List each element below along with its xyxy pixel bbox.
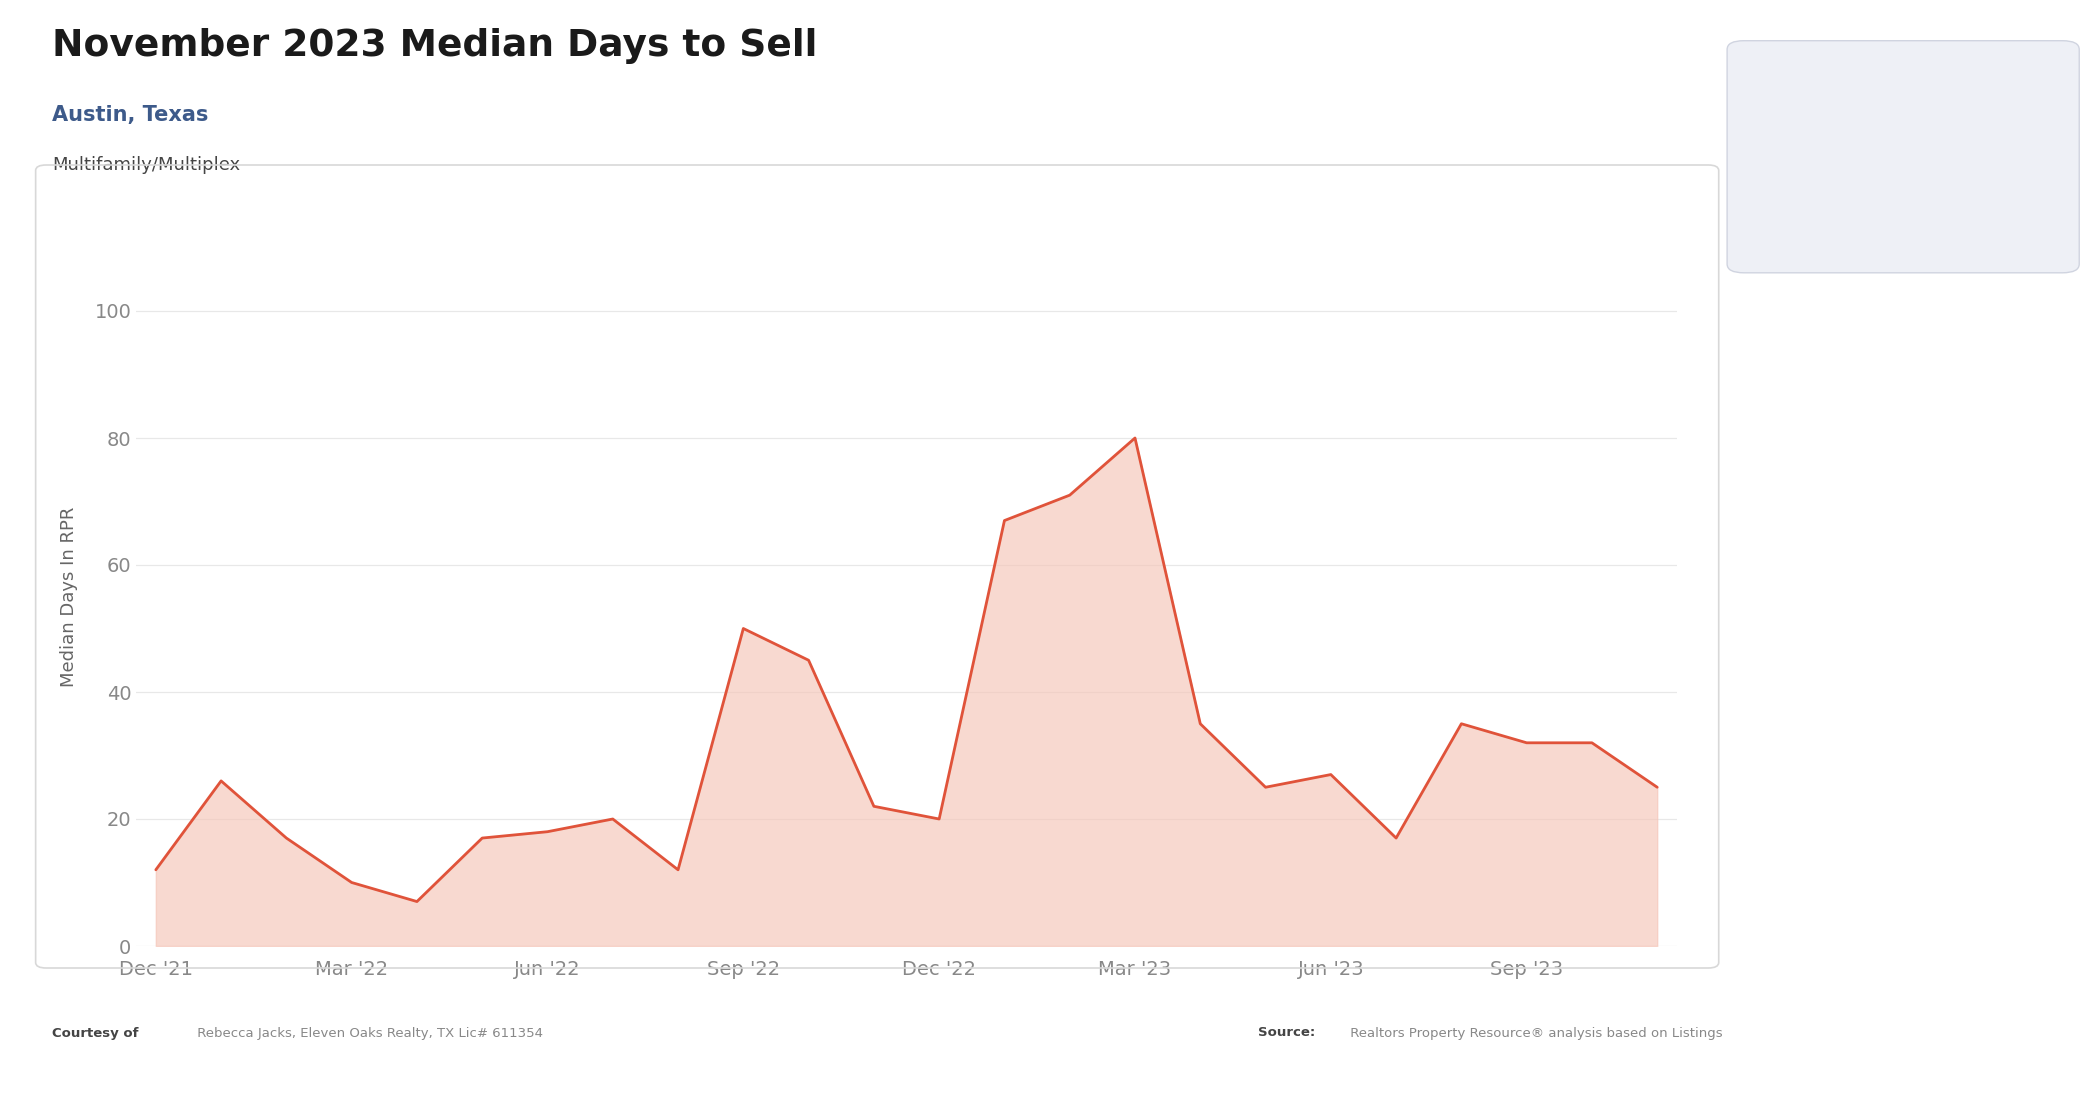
- Text: 25: 25: [1769, 121, 1834, 166]
- Y-axis label: Median Days In RPR: Median Days In RPR: [61, 507, 78, 686]
- Text: ↓: ↓: [1767, 213, 1782, 232]
- Text: November 2023 Median Days to Sell: November 2023 Median Days to Sell: [52, 28, 817, 64]
- Text: Rebecca Jacks, Eleven Oaks Realty, TX Lic# 611354: Rebecca Jacks, Eleven Oaks Realty, TX Li…: [193, 1026, 543, 1039]
- Text: Austin, Texas: Austin, Texas: [52, 104, 210, 124]
- Text: Courtesy of: Courtesy of: [52, 1026, 138, 1039]
- Text: Source:: Source:: [1258, 1026, 1314, 1039]
- Text: Multifamily/Multiplex: Multifamily/Multiplex: [52, 156, 241, 174]
- Circle shape: [1689, 206, 1857, 240]
- Text: Median Days in RPR: Median Days in RPR: [1769, 69, 1933, 85]
- Text: 13.8% Month over Month: 13.8% Month over Month: [1809, 216, 2002, 230]
- Text: Realtors Property Resource® analysis based on Listings: Realtors Property Resource® analysis bas…: [1346, 1026, 1723, 1039]
